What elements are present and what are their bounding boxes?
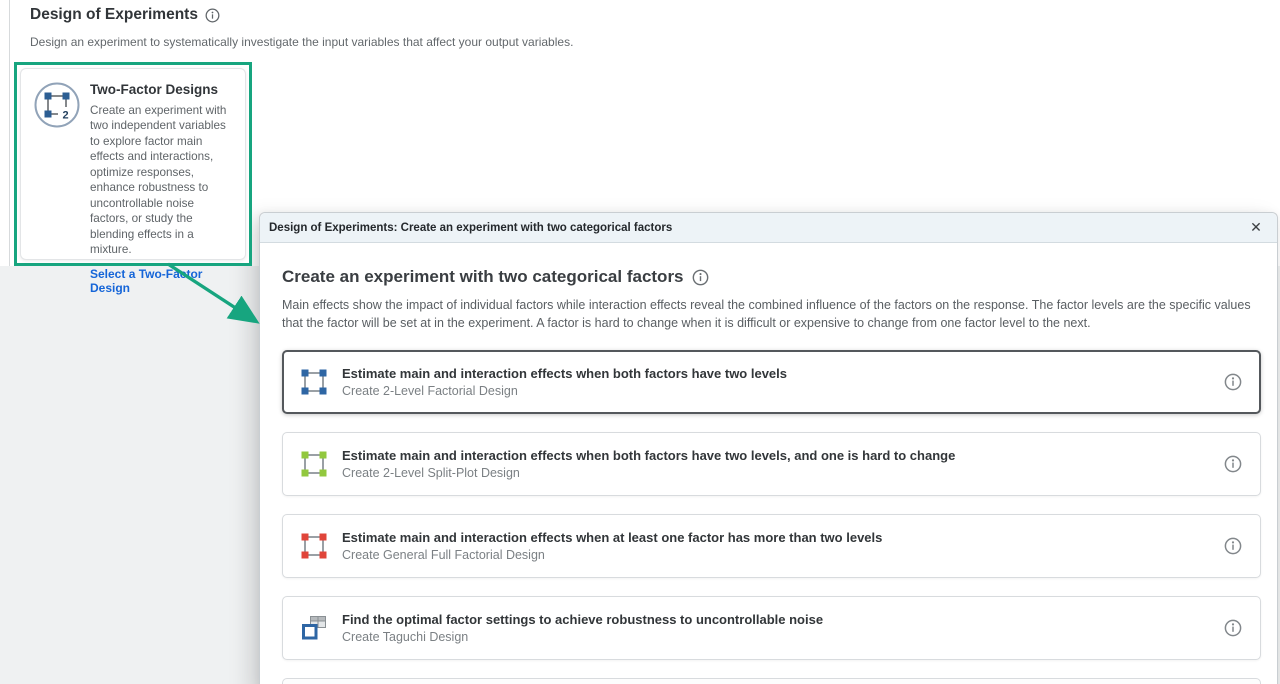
- dialog-titlebar: Design of Experiments: Create an experim…: [260, 213, 1277, 243]
- dialog-heading: Create an experiment with two categorica…: [282, 267, 684, 286]
- two-factor-design-icon: 2: [34, 82, 80, 249]
- close-icon[interactable]: ✕: [1250, 219, 1262, 235]
- doe-dialog: Design of Experiments: Create an experim…: [259, 212, 1278, 684]
- option-title: Find the optimal factor settings to achi…: [342, 611, 824, 627]
- taguchi-icon: [301, 615, 327, 641]
- two-factor-badge: 2: [63, 110, 69, 122]
- dialog-description: Main effects show the impact of individu…: [282, 298, 1251, 330]
- option-title: Estimate main and interaction effects wh…: [342, 365, 788, 381]
- option-subtitle: Create Taguchi Design: [342, 629, 469, 644]
- info-icon[interactable]: [1224, 619, 1242, 637]
- info-icon[interactable]: [1224, 373, 1242, 391]
- next-option-card-cutoff[interactable]: [282, 677, 1261, 684]
- design-option-card[interactable]: Estimate main and interaction effects wh…: [282, 349, 1261, 414]
- two-factor-designs-card[interactable]: 2 Two-Factor Designs Create an experimen…: [20, 68, 246, 295]
- option-subtitle: Create General Full Factorial Design: [342, 547, 545, 562]
- design-option-card[interactable]: Find the optimal factor settings to achi…: [282, 595, 1261, 660]
- general-full-factorial-icon: [301, 533, 327, 559]
- option-subtitle: Create 2-Level Factorial Design: [342, 383, 518, 398]
- dialog-title: Design of Experiments: Create an experim…: [269, 221, 673, 234]
- splitplot-2level-icon: [301, 451, 327, 477]
- info-icon[interactable]: [1224, 455, 1242, 473]
- annotation-arrow: [167, 262, 260, 324]
- panel-divider: [9, 0, 10, 267]
- option-subtitle: Create 2-Level Split-Plot Design: [342, 465, 520, 480]
- page-info-icon[interactable]: [205, 8, 220, 23]
- option-title: Estimate main and interaction effects wh…: [342, 529, 883, 545]
- two-factor-highlight-box: 2 Two-Factor Designs Create an experimen…: [14, 62, 252, 295]
- option-title: Estimate main and interaction effects wh…: [342, 447, 956, 463]
- info-icon[interactable]: [1224, 537, 1242, 555]
- dialog-heading-info-icon[interactable]: [692, 269, 709, 286]
- promo-card-title: Two-Factor Designs: [90, 82, 219, 97]
- design-option-card[interactable]: Estimate main and interaction effects wh…: [282, 513, 1261, 578]
- promo-card-description: Create an experiment with two independen…: [90, 104, 227, 256]
- factorial-2level-icon: [301, 369, 327, 395]
- design-option-card[interactable]: Estimate main and interaction effects wh…: [282, 431, 1261, 496]
- select-two-factor-design-link[interactable]: Select a Two-Factor Design: [90, 267, 203, 296]
- option-list: Estimate main and interaction effects wh…: [282, 349, 1261, 660]
- page-title: Design of Experiments: [30, 6, 198, 23]
- page-subtitle: Design an experiment to systematically i…: [30, 35, 574, 49]
